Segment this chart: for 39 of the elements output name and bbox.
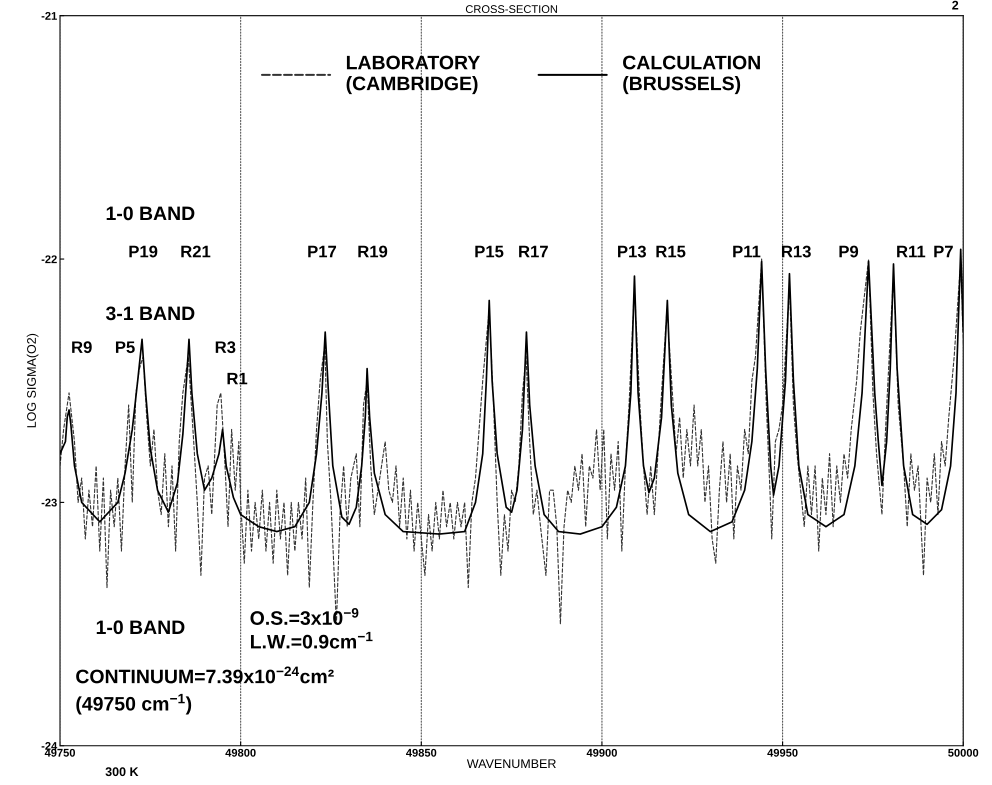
x-tick-label: 50000 bbox=[948, 748, 978, 757]
y-tick-label: -24 bbox=[42, 742, 58, 750]
annotation: R17 bbox=[519, 246, 548, 258]
x-tick-label: 49900 bbox=[586, 748, 617, 757]
annotation: R3 bbox=[216, 341, 236, 354]
annotation: P5 bbox=[116, 341, 135, 354]
annotation: 1-0 BAND bbox=[106, 206, 194, 220]
text: 300 K bbox=[105, 767, 138, 776]
text: 2 bbox=[952, 0, 958, 10]
annotation: P9 bbox=[839, 246, 858, 258]
annotation: R9 bbox=[72, 341, 92, 354]
text: O.S.=3x10$^{−9}$ L.W.=0.9cm$^{−1}$ bbox=[250, 608, 373, 649]
annotation: P11 bbox=[733, 246, 760, 258]
y-tick-label: -22 bbox=[42, 255, 57, 264]
annotation: P19 bbox=[129, 246, 158, 258]
annotation: P7 bbox=[934, 246, 953, 258]
annotation: R15 bbox=[656, 246, 686, 258]
annotation: P17 bbox=[308, 246, 336, 258]
x-axis-title: WAVENUMBER bbox=[466, 759, 556, 768]
chart-title: CROSS-SECTION bbox=[466, 5, 558, 14]
annotation: P15 bbox=[475, 246, 504, 258]
legend-label: CALCULATION (BRUSSELS) bbox=[623, 56, 760, 94]
legend-label: LABORATORY (CAMBRIDGE) bbox=[346, 56, 480, 94]
annotation: R21 bbox=[181, 246, 210, 258]
y-tick-label: -21 bbox=[42, 12, 57, 20]
x-tick-label: 49950 bbox=[767, 748, 798, 757]
text: CONTINUUM=7.39x10$^{−24}$cm² (49750 cm$^{−1}$) bbox=[76, 666, 334, 714]
x-tick-label: 49800 bbox=[225, 748, 256, 757]
y-tick-label: -23 bbox=[42, 498, 57, 507]
annotation: R19 bbox=[358, 246, 388, 258]
y-axis-title: LOG SIGMA(O2) bbox=[26, 334, 38, 428]
x-tick-label: 49850 bbox=[406, 748, 436, 757]
annotation: P13 bbox=[618, 246, 646, 258]
annotation: 1-0 BAND bbox=[96, 620, 184, 634]
annotation: R11 bbox=[897, 246, 926, 258]
annotation: 3-1 BAND bbox=[106, 306, 194, 320]
annotation: R13 bbox=[782, 246, 811, 258]
annotation: R1 bbox=[228, 372, 248, 384]
x-tick-label: 49750 bbox=[44, 748, 76, 757]
